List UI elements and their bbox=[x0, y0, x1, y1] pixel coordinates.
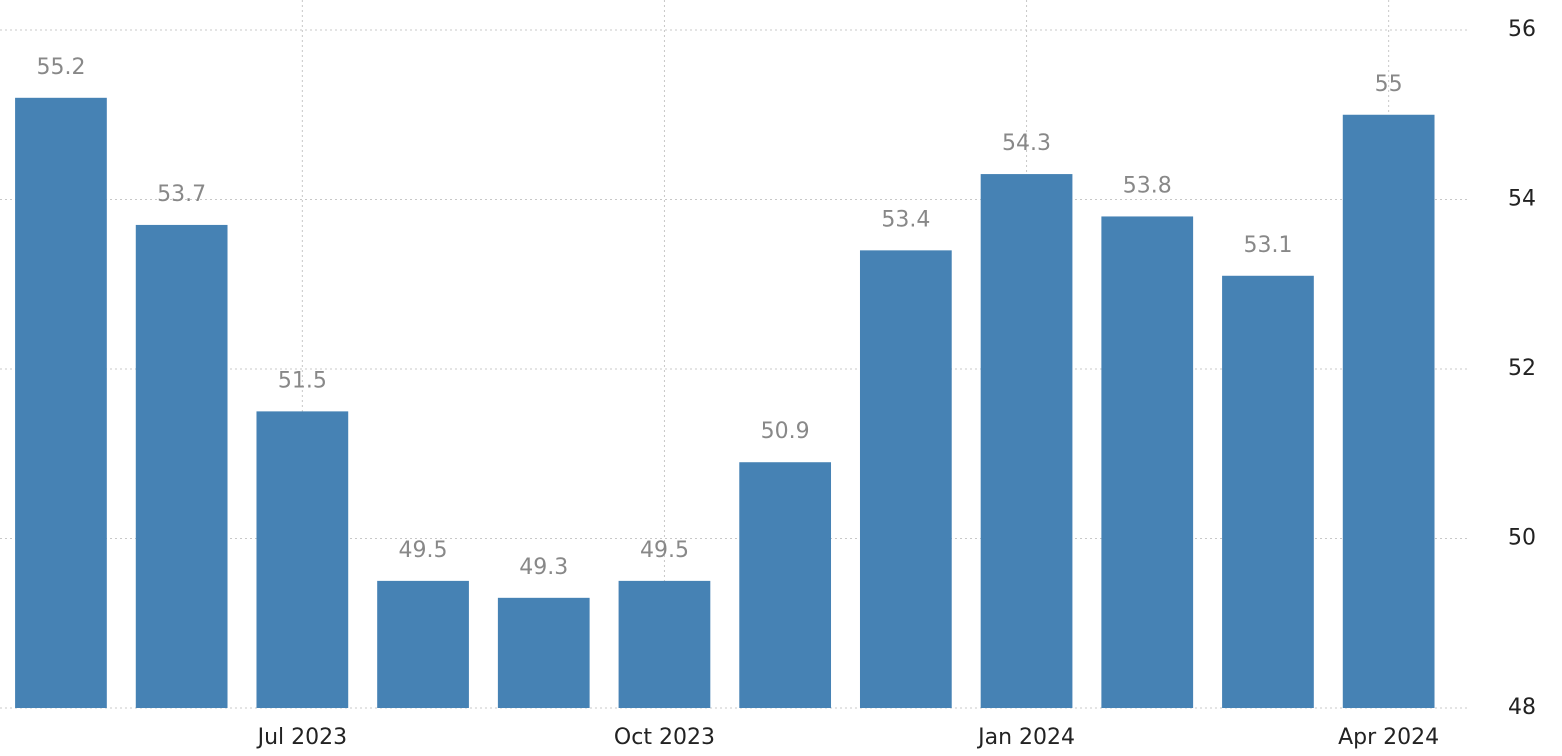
value-label: 50.9 bbox=[761, 419, 810, 444]
value-label: 49.5 bbox=[640, 538, 689, 563]
bar bbox=[377, 580, 469, 708]
value-label: 54.3 bbox=[1002, 131, 1051, 156]
y-tick-label: 56 bbox=[1508, 17, 1536, 42]
y-tick-label: 54 bbox=[1508, 187, 1536, 212]
bar bbox=[1222, 275, 1314, 708]
value-label: 53.4 bbox=[881, 207, 930, 232]
x-tick-label: Jan 2024 bbox=[976, 725, 1075, 750]
y-tick-label: 48 bbox=[1508, 695, 1536, 720]
bar bbox=[135, 224, 228, 709]
x-tick-label: Apr 2024 bbox=[1338, 725, 1439, 750]
y-tick-label: 52 bbox=[1508, 356, 1536, 381]
y-tick-label: 50 bbox=[1508, 526, 1536, 551]
value-label: 55.2 bbox=[36, 55, 85, 80]
value-label: 49.5 bbox=[399, 538, 448, 563]
bar bbox=[859, 250, 952, 708]
bar bbox=[739, 462, 832, 708]
bar bbox=[1342, 114, 1435, 708]
value-label: 53.8 bbox=[1123, 173, 1172, 198]
value-label: 53.1 bbox=[1243, 233, 1292, 258]
bar bbox=[256, 411, 349, 708]
x-tick-label: Jul 2023 bbox=[256, 725, 348, 750]
value-label: 53.7 bbox=[157, 182, 206, 207]
x-tick-label: Oct 2023 bbox=[614, 725, 715, 750]
bar bbox=[1101, 216, 1194, 708]
bar bbox=[497, 597, 590, 708]
value-label: 55 bbox=[1375, 72, 1403, 97]
value-label: 49.3 bbox=[519, 555, 568, 580]
bar bbox=[15, 97, 107, 709]
bar bbox=[980, 174, 1073, 708]
value-label: 51.5 bbox=[278, 368, 327, 393]
bar bbox=[618, 580, 711, 708]
